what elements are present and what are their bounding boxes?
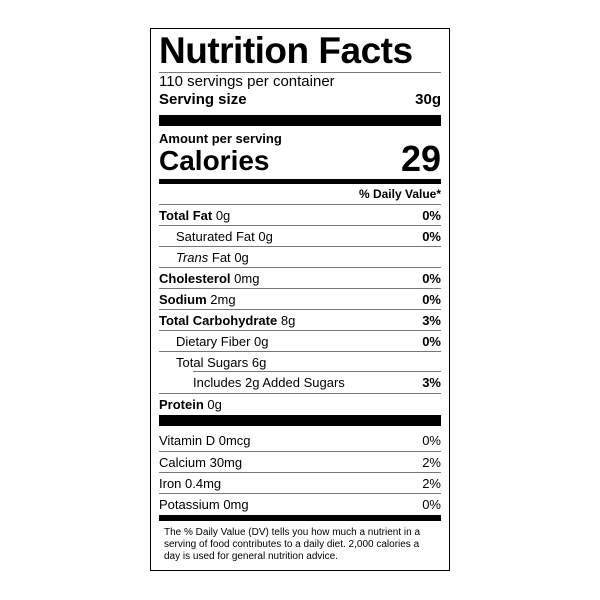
nutrient-amount: 0g [215,208,231,223]
vitamin-dv: 2% [422,476,441,491]
vitamin-name: Potassium [159,497,220,512]
vitamin-name: Vitamin D [159,433,216,448]
calories: Calories 29 [159,138,441,179]
nutrient-dv: 0% [422,271,441,286]
serving-size: Serving size 30g [159,91,441,109]
nutrient-row-saturated-fat: Saturated Fat 0g 0% [159,225,441,247]
nutrient-row-total-fat: Total Fat 0g 0% [159,204,441,226]
nutrient-amount: 2mg [210,292,236,307]
nutrient-amount: 0g [207,397,222,412]
nutrient-name: Total Fat [159,208,213,223]
nutrient-name: Saturated Fat [176,229,255,244]
vitamin-row-potassium: Potassium 0mg 0% [159,493,441,515]
nutrient-row-dietary-fiber: Dietary Fiber 0g 0% [159,330,441,352]
vitamin-dv: 0% [422,497,441,512]
serving-size-label: Serving size [159,91,247,108]
servings-per-container: 110 servings per container [159,73,335,90]
nutrition-facts-label: Nutrition Facts 110 servings per contain… [150,28,450,571]
nutrient-name: Protein [159,397,204,412]
nutrient-name: Total Sugars [176,355,249,370]
nutrient-name: Sodium [159,292,207,307]
vitamin-row-iron: Iron 0.4mg 2% [159,472,441,494]
vitamin-dv: 2% [422,455,441,470]
nutrient-row-total-carbohydrate: Total Carbohydrate 8g 3% [159,309,441,331]
nutrient-row-cholesterol: Cholesterol 0mg 0% [159,267,441,289]
vitamin-dv: 0% [422,433,441,448]
nutrient-dv: 3% [422,313,441,328]
thick-divider [159,115,441,126]
nutrient-name: Total Carbohydrate [159,313,278,328]
nutrient-name: Includes 2g Added Sugars [193,375,345,390]
nutrient-amount: 0g [258,229,273,244]
nutrient-amount: 0g [254,334,269,349]
footnote: The % Daily Value (DV) tells you how muc… [164,527,421,562]
nutrient-name-suffix: Fat [211,250,231,265]
vitamin-amount: 30mg [209,455,243,470]
serving-size-value: 30g [415,91,441,108]
vitamin-amount: 0mg [223,497,249,512]
nutrient-name: Dietary Fiber [176,334,251,349]
nutrient-dv: 0% [422,229,441,244]
daily-value-header: % Daily Value* [358,187,441,201]
calories-label: Calories [159,145,270,176]
nutrient-row-total-sugars: Total Sugars 6g [159,351,441,373]
nutrient-dv: 0% [422,292,441,307]
nutrient-amount: 6g [251,355,267,370]
medium-divider [159,515,441,521]
nutrient-dv: 3% [422,375,441,390]
nutrient-row-added-sugars: Includes 2g Added Sugars 3% [159,371,441,393]
vitamin-amount: 0mcg [218,433,251,448]
nutrient-name: Cholesterol [159,271,231,286]
nutrient-row-sodium: Sodium 2mg 0% [159,288,441,310]
thick-divider [159,415,441,426]
nutrient-row-trans-fat: Trans Fat 0g [159,246,441,268]
nutrient-name: Trans [176,250,209,265]
nutrient-dv: 0% [422,334,441,349]
vitamin-amount: 0.4mg [185,476,222,491]
amount-per-serving: Amount per serving [159,131,282,146]
nutrient-row-protein: Protein 0g [159,393,441,415]
nutrient-amount: 8g [280,313,296,328]
nutrient-amount: 0mg [234,271,260,286]
vitamin-row-vitamin-d: Vitamin D 0mcg 0% [159,430,441,451]
nutrient-dv: 0% [422,208,441,223]
medium-divider [159,179,441,184]
vitamin-name: Calcium [159,455,206,470]
nutrient-amount: 0g [234,250,249,265]
vitamin-row-calcium: Calcium 30mg 2% [159,451,441,473]
calories-value: 29 [400,138,441,179]
vitamin-name: Iron [159,476,182,491]
title: Nutrition Facts [159,29,441,73]
